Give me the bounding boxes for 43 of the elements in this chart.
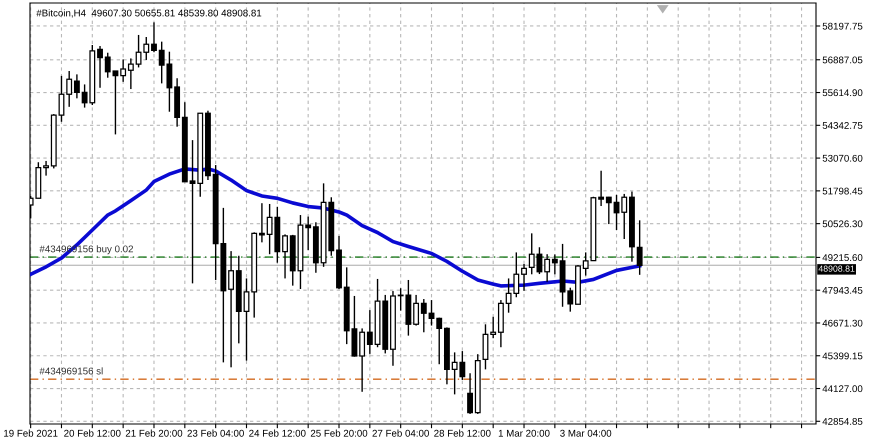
candlestick: [521, 263, 527, 292]
ref-line-label: 48908.81: [818, 266, 854, 272]
y-tick-label: 50526.30: [822, 220, 862, 228]
y-tick-label: 54342.75: [822, 122, 862, 129]
candlestick: [528, 232, 535, 275]
candlestick: [467, 372, 473, 415]
y-tick-label: 46671.30: [822, 320, 862, 327]
x-tick-label: 28 Feb 12:00: [434, 430, 491, 437]
candlestick: [436, 316, 442, 365]
y-tick-label: 45399.15: [822, 352, 862, 360]
y-tick-label: 44127.00: [822, 385, 862, 392]
x-tick-label: 20 Feb 12:00: [64, 430, 121, 437]
x-tick-label: 19 Feb 2021: [4, 430, 58, 437]
y-tick-label: 47943.45: [822, 286, 862, 294]
candlestick: [567, 287, 574, 312]
text: #Bitcoin,H4 49607.30 50655.81 48539.80 48908.81: [36, 9, 262, 18]
candlestick: [582, 252, 589, 276]
x-tick-label: 1 Mar 20:00: [498, 430, 550, 437]
y-tick-label: 56887.05: [822, 56, 862, 64]
candlestick: [143, 36, 150, 61]
candlestick: [158, 40, 165, 84]
x-tick-label: 25 Feb 20:00: [310, 430, 368, 437]
x-tick-label: 27 Feb 04:00: [372, 430, 429, 437]
line-series: [30, 167, 642, 288]
x-tick-label: 21 Feb 20:00: [126, 430, 182, 437]
candlestick: [104, 52, 111, 78]
y-tick-label: 42854.85: [822, 418, 862, 425]
y-tick-label: 58197.75: [822, 22, 862, 30]
candlestick: [621, 193, 628, 240]
candlestick: [420, 298, 427, 333]
candlestick: [428, 299, 434, 326]
candlestick: [244, 278, 250, 362]
y-tick-label: 49215.60: [822, 254, 862, 262]
y-tick-label: 51798.45: [822, 188, 862, 194]
x-tick-label: 24 Feb 12:00: [249, 430, 306, 437]
x-tick-label: 3 Mar 04:00: [560, 430, 612, 437]
y-tick-label: 53070.60: [822, 154, 862, 162]
candlestick: [151, 22, 157, 53]
candlestick: [513, 252, 520, 298]
ref-line-label: #434969156 sl: [39, 367, 103, 374]
y-tick-label: 55614.90: [822, 89, 862, 96]
candlestick: [459, 350, 466, 381]
x-tick-label: 23 Feb 04:00: [188, 430, 244, 437]
